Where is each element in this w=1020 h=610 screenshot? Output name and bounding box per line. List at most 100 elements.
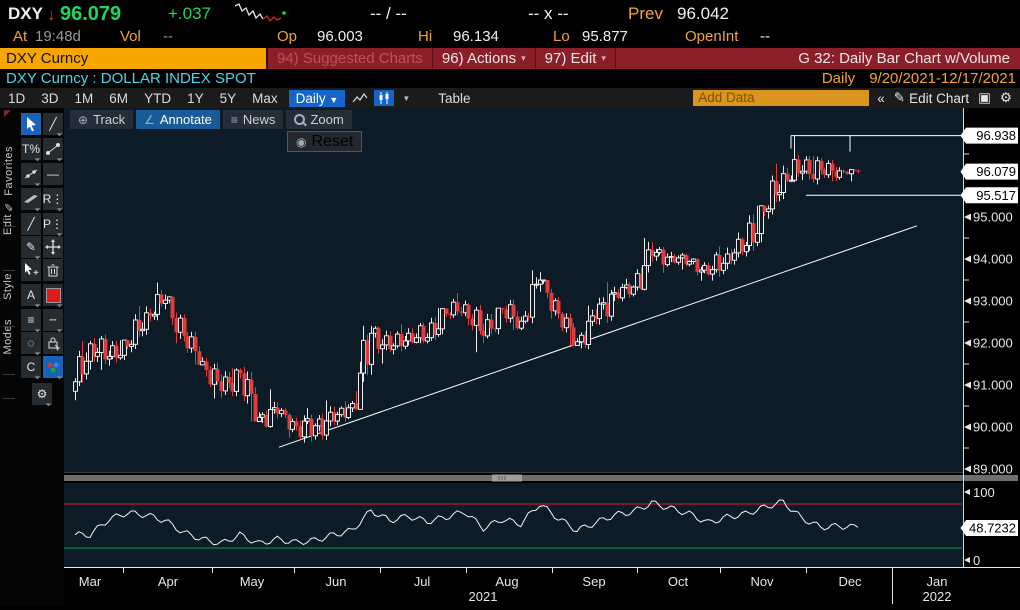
y-axis-label: 89.000: [973, 462, 1013, 477]
axis-tick-arrow: [964, 423, 971, 431]
menubar: DXY Curncy 94) Suggested Charts 96) Acti…: [0, 48, 1020, 69]
range-button-1y[interactable]: 1Y: [187, 90, 204, 106]
reset-row: ◉ Reset: [287, 131, 363, 152]
pitchfork-icon[interactable]: P⋮: [43, 213, 63, 237]
chevron-down-icon: ▾: [521, 53, 526, 63]
trade-size: -- x --: [528, 4, 569, 23]
price-change: +.037: [168, 4, 212, 23]
menu-suggested-charts[interactable]: 94) Suggested Charts: [268, 48, 433, 69]
ellipse-icon[interactable]: ◌: [21, 332, 41, 356]
at-label: At: [13, 28, 28, 45]
color-swatch-icon[interactable]: [43, 284, 63, 308]
edit-chart-button[interactable]: ✎ Edit Chart: [893, 90, 970, 106]
sidebar-group-style: Style: [2, 273, 14, 300]
axis-tick-arrow: [964, 381, 971, 389]
draw-line-icon[interactable]: ╱: [43, 113, 63, 137]
drawing-sidebar: ◤ ✎ Favorites Edit Style Modes ╱ T% — R⋮ ╱ P⋮ ✎ + A…: [0, 108, 64, 605]
range-button-1m[interactable]: 1M: [74, 90, 94, 106]
month-label: Apr: [158, 574, 179, 589]
at-time: 19:48d: [35, 28, 81, 45]
range-button-ytd[interactable]: YTD: [144, 90, 172, 106]
y-axis-label: 90.000: [973, 420, 1013, 435]
chevron-down-icon: ▼: [329, 94, 339, 105]
range-button-5y[interactable]: 5Y: [219, 90, 237, 106]
scrollbar-handle[interactable]: [492, 474, 522, 482]
short-line-icon[interactable]: ╱: [21, 213, 41, 235]
gear-icon[interactable]: ⚙: [999, 90, 1012, 105]
track-button[interactable]: ⊕ Track: [70, 110, 134, 129]
period-dropdown[interactable]: Daily ▼: [288, 89, 346, 107]
svg-text:+: +: [33, 268, 39, 278]
table-button[interactable]: Table: [438, 90, 471, 106]
reset-button[interactable]: ◉ Reset: [287, 131, 363, 152]
month-label: May: [240, 574, 265, 589]
add-data-input[interactable]: Add Data: [693, 90, 870, 106]
chart-region: 95.000 94.000 93.000 92.000 91.000 90.000 89.0…: [64, 108, 1020, 605]
chart-type-caret-icon[interactable]: ▼: [402, 93, 411, 103]
line-width-icon[interactable]: ≡: [21, 309, 41, 333]
text-tool-icon[interactable]: A: [21, 284, 41, 308]
group-divider: [3, 226, 15, 227]
trendline-annotation: [278, 225, 918, 448]
annotate-button[interactable]: ∠ Annotate: [136, 110, 220, 129]
crescent-icon[interactable]: C: [21, 356, 41, 380]
group-divider: [3, 398, 15, 399]
line-chart-icon[interactable]: [350, 90, 370, 106]
range-button-6m[interactable]: 6M: [109, 90, 129, 106]
low-value: 95.877: [582, 28, 628, 45]
horizontal-line-icon[interactable]: —: [43, 163, 63, 185]
rsi-badge: [960, 520, 1018, 536]
range-button-max[interactable]: Max: [252, 90, 278, 106]
price-chart-canvas[interactable]: 95.000 94.000 93.000 92.000 91.000 90.000 89.0…: [64, 108, 1020, 605]
trash-icon[interactable]: [43, 259, 63, 281]
axis-tick-arrow: [964, 557, 970, 563]
regression-icon[interactable]: R⋮: [43, 188, 63, 212]
price-badge-text: 95.517: [976, 188, 1016, 203]
rsi-bottom-label: 0: [973, 553, 980, 568]
security-field[interactable]: DXY Curncy: [0, 48, 268, 69]
prev-value: 96.042: [677, 4, 729, 23]
sidebar-collapse-icon[interactable]: ◤: [4, 108, 11, 118]
lock-icon[interactable]: [43, 332, 63, 354]
trendline-points-icon[interactable]: [21, 163, 41, 187]
rsi-pane-background: [64, 483, 963, 567]
annotate-icon: ∠: [144, 112, 155, 127]
y-axis-label: 92.000: [973, 336, 1013, 351]
menu-edit[interactable]: 97) Edit ▾: [536, 48, 616, 69]
collapse-panel-button[interactable]: «: [877, 90, 885, 106]
sidebar-group-strip: ◤ ✎ Favorites Edit Style Modes: [0, 108, 20, 605]
move-icon[interactable]: [43, 236, 63, 258]
vol-value: --: [163, 28, 173, 45]
rgb-dots-icon[interactable]: [43, 356, 63, 380]
chart-titlebar: DXY Curncy : DOLLAR INDEX SPOT Daily 9/2…: [0, 69, 1020, 88]
candle-chart-icon[interactable]: [374, 90, 395, 106]
zoom-button[interactable]: Zoom: [286, 110, 352, 129]
menu-actions[interactable]: 96) Actions ▾: [433, 48, 536, 69]
select-plus-icon[interactable]: +: [21, 259, 41, 281]
pencil-icon[interactable]: ✎: [21, 236, 41, 260]
year-label: 2021: [469, 589, 498, 604]
month-label: Sep: [582, 574, 605, 589]
channel-icon[interactable]: [21, 188, 41, 212]
high-value: 96.134: [453, 28, 499, 45]
chart-annotate-icon[interactable]: ▣: [978, 90, 991, 105]
fib-retracement-icon[interactable]: T%: [21, 138, 41, 162]
last-price: 96.079: [60, 3, 122, 25]
period-text: Daily: [821, 70, 856, 87]
red-color-swatch: [45, 287, 61, 303]
prev-label: Prev: [628, 4, 663, 23]
axis-tick-arrow: [964, 465, 971, 473]
chevron-down-icon: ▾: [601, 53, 606, 63]
gear-icon[interactable]: ⚙: [32, 383, 52, 407]
segment-icon[interactable]: [43, 138, 63, 162]
line-dash-icon[interactable]: ╌: [43, 309, 63, 333]
range-button-3d[interactable]: 3D: [41, 90, 59, 106]
magnifier-icon: [294, 114, 306, 125]
open-value: 96.003: [317, 28, 363, 45]
price-badge-text: 96.938: [976, 128, 1016, 143]
range-button-1d[interactable]: 1D: [8, 90, 26, 106]
cursor-icon[interactable]: [21, 113, 41, 135]
axis-tick-arrow: [964, 297, 971, 305]
news-button[interactable]: ≡ News: [222, 110, 284, 129]
